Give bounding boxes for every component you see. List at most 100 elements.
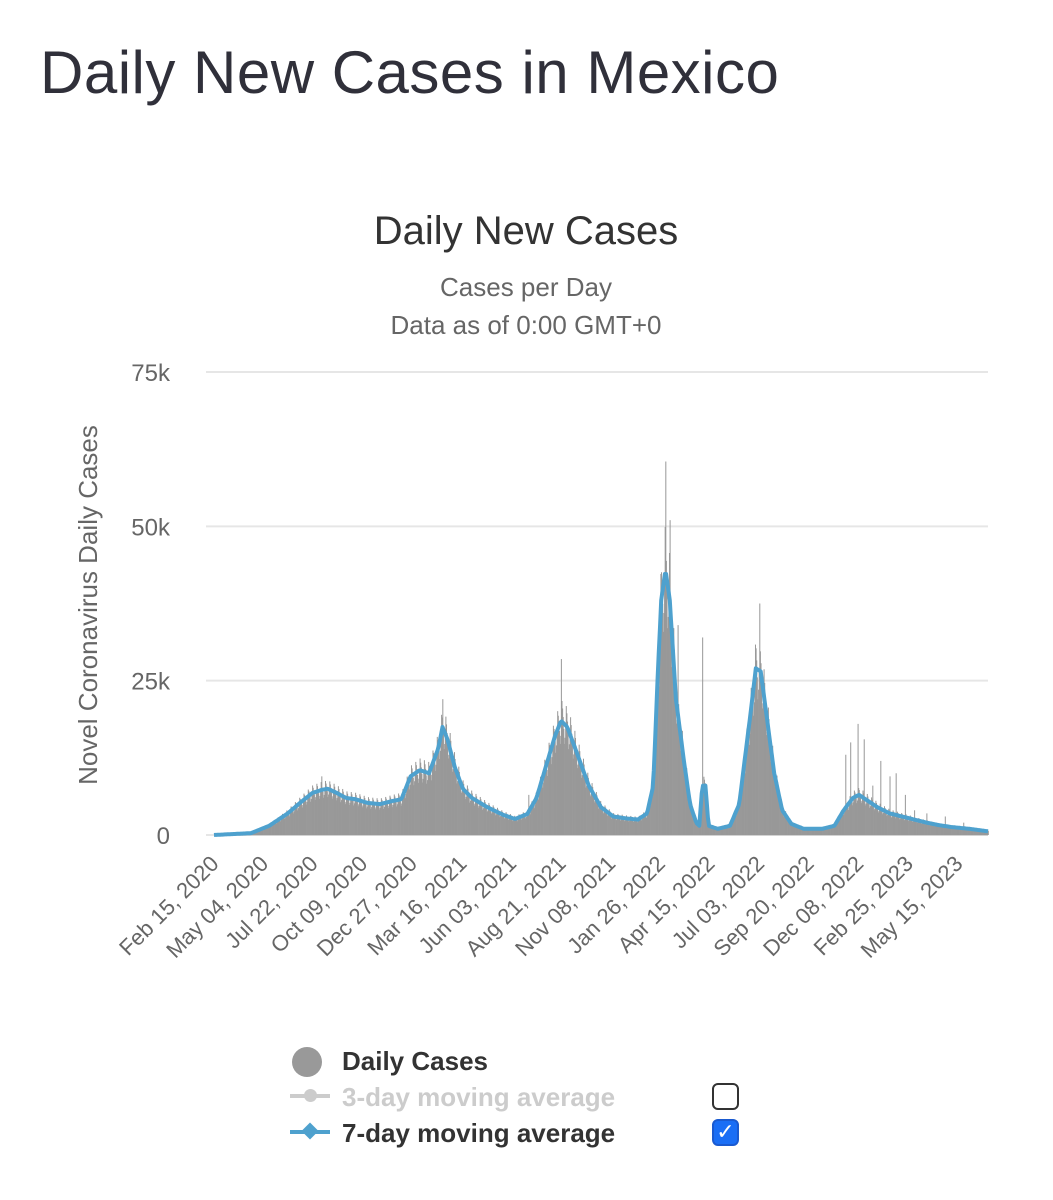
daily-cases-bar [917, 822, 919, 835]
daily-cases-bar [731, 823, 733, 835]
daily-cases-bar [493, 809, 495, 835]
daily-cases-bar [972, 830, 974, 835]
daily-cases-bar [332, 791, 334, 835]
daily-cases-bar [556, 731, 558, 835]
daily-cases-bar [939, 825, 941, 835]
daily-cases-bar [469, 802, 471, 835]
daily-cases-bar [544, 761, 546, 835]
daily-cases-bars [214, 461, 989, 835]
daily-cases-bar [796, 827, 798, 835]
daily-cases-bar [925, 824, 927, 835]
daily-cases-bar [849, 796, 851, 835]
daily-cases-bar [948, 825, 950, 835]
daily-cases-bar [638, 819, 640, 835]
daily-cases-bar [375, 803, 377, 835]
daily-cases-bar [704, 783, 706, 835]
daily-cases-bar [832, 824, 834, 835]
daily-cases-bar [831, 826, 833, 835]
daily-cases-bar [653, 783, 655, 835]
ma3-checkbox[interactable] [712, 1083, 739, 1110]
daily-cases-bar [888, 810, 890, 835]
daily-cases-bar [830, 828, 832, 835]
daily-cases-bar [730, 823, 732, 835]
ma7-line-icon [290, 1115, 340, 1151]
daily-cases-bar [667, 628, 669, 835]
daily-cases-bar [680, 748, 682, 835]
daily-cases-bar [893, 811, 895, 835]
daily-cases-bar [473, 805, 475, 835]
daily-cases-bar [433, 756, 435, 835]
daily-cases-bar [442, 733, 444, 835]
y-axis-ticks: 0 25k 50k 75k [131, 360, 171, 850]
daily-cases-bar [897, 813, 899, 835]
daily-cases-bar [907, 821, 909, 835]
daily-cases-bar [898, 816, 900, 835]
daily-cases-bar [417, 782, 419, 835]
daily-cases-bar [371, 803, 373, 835]
daily-cases-bar [532, 802, 534, 835]
daily-cases-bar [720, 826, 722, 835]
daily-cases-bar [696, 822, 698, 835]
daily-cases-bar [283, 816, 285, 835]
daily-cases-bar [309, 796, 311, 835]
daily-cases-bar [817, 829, 819, 835]
daily-cases-bar [912, 821, 914, 835]
legend-item-7day-ma[interactable]: 7-day moving average ✓ [290, 1115, 770, 1151]
daily-cases-bar [978, 829, 980, 835]
daily-cases-bar [516, 821, 518, 835]
daily-cases-bar [614, 815, 616, 835]
daily-cases-bar [930, 823, 932, 835]
daily-cases-bar [750, 687, 752, 835]
daily-cases-bar [824, 827, 826, 835]
daily-cases-bar [750, 715, 752, 835]
daily-cases-bar [813, 829, 815, 835]
daily-cases-bar [478, 805, 480, 835]
daily-cases-bar [422, 778, 424, 835]
daily-cases-bar [496, 811, 498, 835]
daily-cases-bar [619, 820, 621, 835]
daily-cases-bar [647, 806, 649, 835]
daily-cases-bar [457, 781, 459, 835]
daily-cases-bar [708, 825, 710, 835]
daily-cases-bar [866, 799, 868, 835]
daily-cases-bar [306, 801, 308, 835]
daily-cases-bar [337, 793, 339, 835]
daily-cases-bar [526, 814, 528, 835]
daily-cases-bar [501, 810, 503, 835]
daily-cases-bar [951, 827, 953, 835]
daily-cases-bar [665, 560, 667, 835]
daily-cases-bar [596, 795, 598, 835]
daily-cases-bar [915, 819, 917, 835]
daily-cases-bar [322, 791, 324, 835]
daily-cases-bar [651, 783, 653, 835]
daily-cases-bar [429, 768, 431, 835]
daily-cases-bar [528, 812, 530, 835]
daily-cases-bar [431, 765, 433, 835]
daily-cases-bar [630, 815, 632, 835]
daily-cases-bar [514, 815, 516, 835]
daily-cases-bar [323, 797, 325, 835]
daily-cases-bar [406, 787, 408, 835]
daily-cases-bar [696, 823, 698, 835]
daily-cases-bar [716, 827, 718, 835]
legend-item-daily-cases[interactable]: Daily Cases [290, 1043, 770, 1079]
daily-cases-bar [301, 803, 303, 835]
daily-cases-bar [562, 708, 564, 835]
daily-cases-bar [383, 808, 385, 835]
daily-cases-bar [820, 828, 822, 835]
daily-cases-bar [532, 801, 534, 835]
daily-cases-bar [686, 767, 688, 835]
daily-cases-bar [974, 828, 976, 835]
daily-cases-bar [950, 827, 952, 835]
daily-cases-bar [329, 781, 331, 835]
daily-cases-bar [644, 814, 646, 835]
daily-cases-bar [538, 799, 540, 835]
daily-cases-bar [957, 826, 959, 835]
ma7-checkbox[interactable]: ✓ [712, 1119, 739, 1146]
daily-cases-bar [471, 793, 473, 835]
daily-cases-bar [287, 812, 289, 835]
daily-cases-bar [844, 808, 846, 835]
daily-cases-bar [805, 828, 807, 835]
legend-item-3day-ma[interactable]: 3-day moving average [290, 1079, 770, 1115]
daily-cases-bar [818, 829, 820, 835]
